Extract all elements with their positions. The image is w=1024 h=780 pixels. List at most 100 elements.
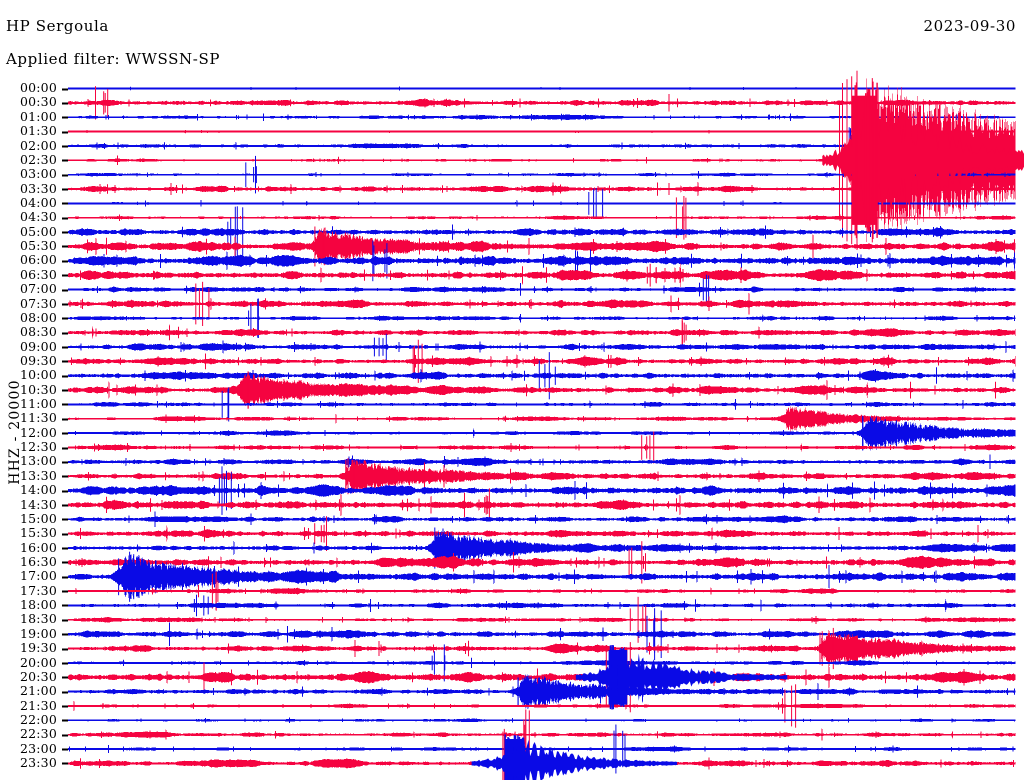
event-spike — [685, 197, 687, 238]
event-spike — [322, 234, 324, 259]
event-spike — [528, 710, 530, 759]
event-spike — [628, 549, 630, 576]
seismic-trace — [68, 474, 1016, 508]
major-event — [575, 645, 788, 710]
event-spike — [323, 524, 325, 543]
seismic-trace — [68, 197, 1016, 210]
major-event-overshoot — [623, 647, 625, 707]
row-tick-mark — [62, 317, 68, 320]
row-tick-mark — [62, 403, 68, 406]
major-event-overshoot — [504, 734, 506, 780]
row-tick-mark — [62, 145, 68, 148]
event-spike — [412, 347, 414, 376]
event-spike — [386, 243, 388, 279]
seismic-trace — [68, 506, 1016, 533]
major-event-overshoot — [876, 82, 878, 238]
row-tick-mark — [62, 389, 68, 392]
applied-filter-label: Applied filter: WWSSN-SP — [6, 50, 221, 68]
event-spike — [699, 282, 700, 297]
seismic-trace — [68, 553, 1016, 600]
event-spike — [595, 187, 597, 219]
major-event-coda — [513, 737, 678, 780]
row-tick-mark — [62, 274, 68, 277]
event-spike — [227, 221, 229, 243]
seismic-trace — [68, 613, 1016, 627]
event-spike — [211, 573, 213, 609]
event-spike — [247, 371, 249, 409]
row-tick-mark — [62, 662, 68, 665]
major-event-overshoot — [868, 89, 870, 231]
seismic-trace — [68, 168, 1016, 181]
major-event-overshoot — [517, 735, 519, 780]
seismic-trace — [68, 614, 1016, 655]
event-spike — [544, 364, 546, 388]
seismic-trace — [68, 286, 1016, 322]
event-spike — [221, 466, 223, 515]
seismic-trace — [68, 110, 1016, 124]
seismic-trace — [68, 405, 1016, 433]
seismic-trace — [68, 86, 1016, 119]
event-spike — [642, 605, 644, 634]
seismic-trace — [68, 370, 1016, 410]
event-spike — [832, 627, 834, 670]
seismic-trace — [68, 628, 1016, 669]
event-spike — [685, 324, 687, 341]
row-tick-mark — [62, 432, 68, 435]
event-spike — [485, 495, 487, 515]
event-spike — [198, 288, 200, 320]
major-event-coda — [617, 648, 788, 706]
major-event-overshoot — [621, 649, 623, 706]
event-spike — [314, 523, 316, 544]
major-event-overshoot — [612, 649, 614, 705]
event-spike — [208, 288, 210, 320]
event-spike — [624, 734, 626, 764]
event-spike — [488, 488, 490, 522]
row-tick-mark — [62, 619, 68, 622]
event-spike — [241, 380, 243, 400]
seismic-trace — [68, 593, 1016, 618]
major-event-overshoot — [620, 647, 622, 707]
event-spike — [353, 461, 355, 491]
seismic-trace — [68, 76, 1016, 245]
event-spike — [593, 188, 595, 219]
event-spike — [107, 89, 109, 117]
event-spike — [234, 206, 236, 258]
event-spike — [526, 683, 528, 700]
seismic-trace — [68, 129, 1016, 135]
event-spike — [203, 595, 205, 616]
event-spike — [683, 196, 685, 240]
event-spike — [95, 86, 96, 120]
event-spike — [433, 651, 435, 675]
event-spike — [253, 167, 255, 183]
event-spike — [871, 418, 873, 448]
event-spike — [248, 310, 250, 326]
row-tick-mark — [62, 561, 68, 564]
event-spike — [421, 343, 423, 380]
event-spike — [554, 366, 556, 385]
event-spike — [255, 155, 256, 194]
event-spike — [347, 458, 349, 495]
event-spike — [613, 730, 615, 768]
event-spike — [675, 197, 677, 238]
seismic-trace — [68, 310, 1016, 326]
event-spike — [223, 476, 225, 505]
row-tick-mark — [62, 547, 68, 550]
event-spike — [431, 655, 433, 671]
event-spike — [641, 541, 643, 584]
event-spike — [653, 620, 655, 649]
seismic-trace — [68, 526, 1016, 570]
event-spike — [649, 263, 651, 287]
event-spike — [517, 677, 519, 706]
seismic-trace — [68, 448, 1016, 476]
event-spike — [708, 275, 710, 304]
event-spike — [602, 189, 604, 218]
event-spike — [207, 596, 209, 615]
event-spike — [250, 303, 252, 333]
event-spike — [443, 644, 445, 682]
row-tick-mark — [62, 447, 68, 450]
row-tick-mark — [62, 604, 68, 607]
seismic-trace — [68, 241, 1016, 280]
event-spike — [525, 709, 527, 760]
row-tick-mark — [62, 217, 68, 220]
